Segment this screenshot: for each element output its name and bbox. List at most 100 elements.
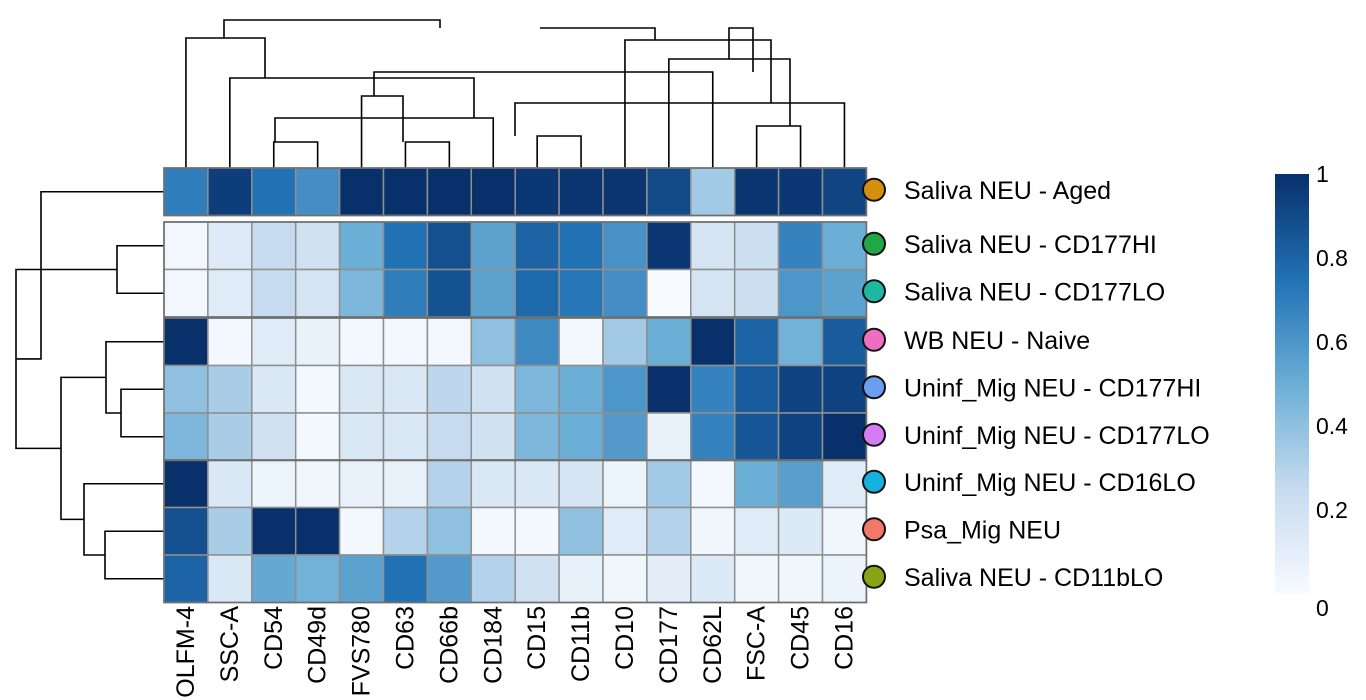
column-dendrogram (185, 19, 846, 168)
row-label: Saliva NEU - CD177LO (904, 278, 1165, 306)
heatmap-cell (514, 317, 560, 367)
heatmap-cell (558, 317, 604, 367)
row-label: Uninf_Mig NEU - CD177LO (904, 422, 1210, 450)
colorbar-tick-label: 0.2 (1316, 497, 1348, 523)
colorbar-tick-label: 0.6 (1316, 329, 1348, 355)
dendrogram-branch (223, 19, 441, 38)
heatmap-cell (426, 317, 473, 367)
heatmap-cell (163, 364, 209, 414)
heatmap-cell (646, 506, 692, 556)
heatmap-cell (777, 221, 824, 271)
heatmap-cell (558, 221, 604, 271)
heatmap-cell (646, 412, 692, 462)
heatmap-cell (251, 221, 297, 271)
heatmap-cell (733, 221, 780, 271)
heatmap-cell (690, 412, 736, 462)
heatmap-cell (251, 506, 297, 556)
heatmap-cell (514, 459, 560, 509)
heatmap-cell (382, 554, 429, 604)
heatmap-cell (294, 554, 341, 604)
heatmap-cell (338, 364, 385, 414)
heatmap-cell (646, 268, 692, 318)
heatmap-cell (251, 317, 297, 367)
heatmap-cell (207, 221, 253, 271)
heatmap-cells (163, 167, 868, 604)
heatmap-cell (251, 268, 297, 318)
heatmap-cell (470, 317, 516, 367)
heatmap-cell (207, 167, 253, 217)
heatmap-cell (338, 412, 385, 462)
heatmap-cell (777, 412, 824, 462)
heatmap-cell (558, 268, 604, 318)
column-label: CD11b (567, 606, 595, 682)
heatmap-cell (338, 268, 385, 318)
heatmap-cell (821, 554, 868, 604)
column-label: CD63 (391, 606, 419, 670)
row-color-swatch (862, 231, 886, 256)
heatmap-cell (646, 459, 692, 509)
heatmap-cell (777, 317, 824, 367)
heatmap-cell (602, 167, 648, 217)
heatmap-cell (690, 506, 736, 556)
dendrogram-branch (185, 37, 266, 168)
heatmap-cell (294, 412, 341, 462)
heatmap-cell (251, 459, 297, 509)
row-dendrogram (15, 190, 164, 580)
dendrogram-branch (16, 190, 164, 360)
heatmap-cell (514, 412, 560, 462)
dendrogram-branch (624, 39, 772, 168)
heatmap-cell (733, 167, 780, 217)
heatmap-cell (821, 221, 868, 271)
heatmap-cell (163, 412, 209, 462)
dendrogram-branch (120, 388, 164, 438)
heatmap-cell (426, 167, 473, 217)
column-label: CD10 (611, 606, 639, 670)
heatmap-cell (426, 364, 473, 414)
heatmap-cell (821, 506, 868, 556)
column-label: CD45 (787, 606, 815, 670)
row-color-swatch (862, 469, 886, 494)
heatmap-cell (294, 167, 341, 217)
dendrogram-branch (540, 27, 656, 40)
heatmap-cell (207, 364, 253, 414)
dendrogram-branch (274, 117, 495, 168)
heatmap-cell (338, 317, 385, 367)
heatmap-cell (646, 317, 692, 367)
row-label: Uninf_Mig NEU - CD177HI (904, 374, 1201, 402)
heatmap-cell (514, 506, 560, 556)
heatmap-cell (777, 459, 824, 509)
heatmap-cell (207, 459, 253, 509)
heatmap-cell (602, 364, 648, 414)
heatmap-cell (163, 459, 209, 509)
heatmap-cell (382, 459, 429, 509)
heatmap-cell (777, 268, 824, 318)
column-label: FVS780 (348, 606, 376, 696)
row-label: Saliva NEU - Aged (904, 177, 1111, 205)
heatmap-cell (733, 364, 780, 414)
row-color-swatch (862, 422, 886, 447)
heatmap-cell (602, 317, 648, 367)
heatmap-cell (382, 317, 429, 367)
heatmap-cell (426, 506, 473, 556)
heatmap-cell (207, 506, 253, 556)
heatmap-cell (821, 412, 868, 462)
dendrogram-branch (229, 77, 475, 168)
row-color-swatch (862, 279, 886, 304)
dendrogram-branch (404, 141, 451, 168)
heatmap-cell (163, 554, 209, 604)
column-label: OLFM-4 (172, 606, 200, 698)
row-color-swatch (862, 564, 886, 589)
colorbar-gradient (1275, 174, 1309, 594)
heatmap-cell (558, 506, 604, 556)
dendrogram-branch (105, 340, 164, 414)
dendrogram-branch (668, 58, 791, 168)
heatmap-cell (382, 506, 429, 556)
column-label: CD66b (435, 606, 463, 684)
heatmap-cell (426, 459, 473, 509)
dendrogram-branch (272, 141, 319, 168)
heatmap-cell (646, 554, 692, 604)
heatmap-cell (294, 317, 341, 367)
heatmap-cell (821, 167, 868, 217)
heatmap-cell (338, 459, 385, 509)
